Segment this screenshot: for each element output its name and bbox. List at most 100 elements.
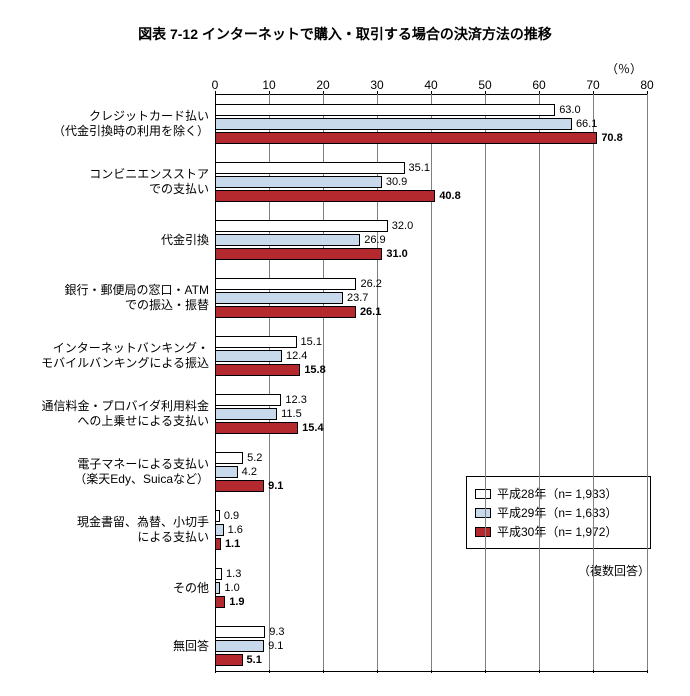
bar-h29	[215, 118, 572, 130]
bar-h28	[215, 278, 356, 290]
x-tick	[377, 670, 378, 673]
x-tick-label: 50	[478, 78, 491, 92]
value-label-h30: 15.4	[302, 423, 323, 434]
note-multiresponse: （複数回答）	[578, 562, 650, 579]
bar-h30	[215, 596, 225, 608]
x-tick	[323, 670, 324, 673]
legend-item-h28: 平成28年（n= 1,933）	[475, 485, 642, 502]
bar-h28	[215, 452, 243, 464]
chart-page: 図表 7-12 インターネットで購入・取引する場合の決済方法の推移 （％） 平成…	[0, 0, 690, 696]
x-tick-label: 40	[424, 78, 437, 92]
x-tick-label: 30	[370, 78, 383, 92]
x-tick	[539, 670, 540, 673]
unit-label: （％）	[606, 60, 642, 77]
category-label: 通信料金・プロバイダ利用料金 への上乗せによる支払い	[9, 399, 209, 429]
value-label-h29: 12.4	[286, 351, 307, 362]
bar-h30	[215, 480, 264, 492]
bar-h28	[215, 510, 220, 522]
value-label-h29: 23.7	[347, 293, 368, 304]
value-label-h30: 70.8	[601, 133, 622, 144]
bar-h30	[215, 364, 300, 376]
bar-h29	[215, 350, 282, 362]
bar-h30	[215, 248, 382, 260]
category-label: その他	[9, 581, 209, 596]
bar-h30	[215, 538, 221, 550]
legend-swatch	[475, 508, 491, 518]
bar-h29	[215, 408, 277, 420]
value-label-h30: 9.1	[268, 481, 283, 492]
value-label-h28: 5.2	[247, 453, 262, 464]
value-label-h29: 66.1	[576, 119, 597, 130]
x-gridline	[647, 94, 648, 670]
bar-h30	[215, 422, 298, 434]
bar-h29	[215, 292, 343, 304]
x-gridline	[485, 94, 486, 670]
bar-h30	[215, 654, 243, 666]
category-label: 銀行・郵便局の窓口・ATM での振込・振替	[9, 283, 209, 313]
category-label: インターネットバンキング・ モバイルバンキングによる振込	[9, 341, 209, 371]
bar-h28	[215, 220, 388, 232]
bar-h28	[215, 626, 265, 638]
category-label: コンビニエンスストア での支払い	[9, 167, 209, 197]
x-tick-label: 60	[532, 78, 545, 92]
bar-h29	[215, 524, 224, 536]
x-tick-label: 80	[640, 78, 653, 92]
bar-h30	[215, 190, 435, 202]
value-label-h29: 1.6	[228, 525, 243, 536]
legend-label: 平成29年（n= 1,633）	[497, 504, 617, 521]
value-label-h28: 26.2	[360, 279, 381, 290]
value-label-h29: 1.0	[224, 583, 239, 594]
x-tick	[215, 670, 216, 673]
bar-h29	[215, 234, 360, 246]
category-label: 電子マネーによる支払い （楽天Edy、Suicaなど）	[9, 457, 209, 487]
category-label: クレジットカード払い （代金引換時の利用を除く）	[9, 109, 209, 139]
value-label-h28: 32.0	[392, 221, 413, 232]
x-tick-label: 0	[212, 78, 219, 92]
value-label-h28: 12.3	[285, 395, 306, 406]
value-label-h29: 30.9	[386, 177, 407, 188]
value-label-h30: 1.1	[225, 539, 240, 550]
x-tick	[485, 670, 486, 673]
category-label: 代金引換	[9, 233, 209, 248]
x-gridline	[431, 94, 432, 670]
bar-h28	[215, 336, 297, 348]
bar-h30	[215, 306, 356, 318]
value-label-h28: 15.1	[301, 337, 322, 348]
legend-label: 平成30年（n= 1,972）	[497, 523, 617, 540]
value-label-h28: 1.3	[226, 569, 241, 580]
value-label-h29: 4.2	[242, 467, 257, 478]
legend: 平成28年（n= 1,933） 平成29年（n= 1,633） 平成30年（n= 1…	[466, 476, 651, 549]
value-label-h30: 1.9	[229, 597, 244, 608]
value-label-h30: 31.0	[386, 249, 407, 260]
legend-swatch	[475, 527, 491, 537]
value-label-h30: 40.8	[439, 191, 460, 202]
value-label-h28: 0.9	[224, 511, 239, 522]
bar-h29	[215, 466, 238, 478]
category-label: 無回答	[9, 639, 209, 654]
chart-title: 図表 7-12 インターネットで購入・取引する場合の決済方法の推移	[0, 24, 690, 44]
x-tick-label: 10	[262, 78, 275, 92]
bar-h30	[215, 132, 597, 144]
x-tick-label: 70	[586, 78, 599, 92]
value-label-h29: 26.9	[364, 235, 385, 246]
bar-h29	[215, 582, 220, 594]
x-tick	[593, 670, 594, 673]
bar-h29	[215, 640, 264, 652]
x-tick	[647, 670, 648, 673]
x-gridline	[539, 94, 540, 670]
bar-h29	[215, 176, 382, 188]
category-label: 現金書留、為替、小切手 による支払い	[9, 515, 209, 545]
x-tick	[431, 670, 432, 673]
bar-h28	[215, 162, 405, 174]
x-tick-label: 20	[316, 78, 329, 92]
x-gridline	[593, 94, 594, 670]
bar-h28	[215, 568, 222, 580]
value-label-h28: 9.3	[269, 627, 284, 638]
value-label-h30: 5.1	[247, 655, 262, 666]
legend-item-h29: 平成29年（n= 1,633）	[475, 504, 642, 521]
value-label-h30: 15.8	[304, 365, 325, 376]
value-label-h28: 35.1	[409, 163, 430, 174]
value-label-h30: 26.1	[360, 307, 381, 318]
legend-label: 平成28年（n= 1,933）	[497, 485, 617, 502]
legend-swatch	[475, 489, 491, 499]
